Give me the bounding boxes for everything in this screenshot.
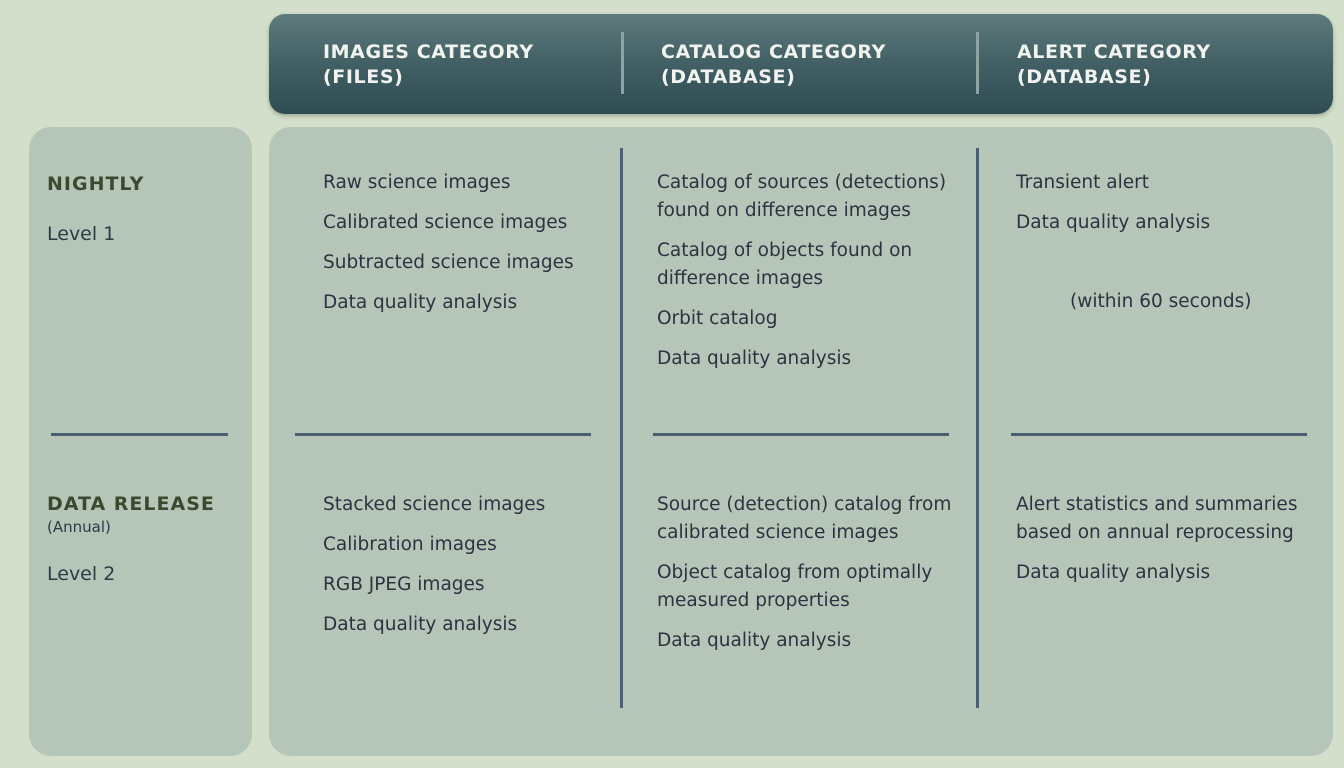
list-item: Data quality analysis (657, 630, 852, 651)
row-label-panel: NIGHTLY Level 1 DATA RELEASE (Annual) Le… (29, 127, 252, 756)
catalog-category-heading: CATALOG CATEGORY (DATABASE) (661, 41, 886, 88)
alert-category-heading: ALERT CATEGORY (DATABASE) (1017, 41, 1211, 88)
list-item: Subtracted science images (323, 252, 574, 273)
release-images-cell: Stacked science images Calibration image… (323, 491, 545, 651)
nightly-row-title: NIGHTLY (47, 173, 145, 195)
list-item: Object catalog from optimally (657, 562, 933, 583)
list-item: Data quality analysis (323, 614, 518, 635)
list-item: Calibrated science images (323, 212, 568, 233)
list-item: Transient alert (1016, 172, 1149, 193)
header-divider (976, 32, 979, 94)
category-header-bar: IMAGES CATEGORY (FILES) CATALOG CATEGORY… (269, 14, 1333, 114)
list-item: calibrated science images (657, 522, 899, 543)
nightly-catalog-cell: Catalog of sources (detections) found on… (657, 169, 946, 385)
list-item: Data quality analysis (657, 348, 852, 369)
list-item: Data quality analysis (1016, 562, 1211, 583)
release-alert-cell: Alert statistics and summaries based on … (1016, 491, 1297, 599)
list-item: Data quality analysis (1016, 212, 1211, 233)
nightly-level-label: Level 1 (47, 223, 116, 245)
list-item: difference images (657, 268, 824, 289)
list-item: Catalog of objects found on (657, 240, 913, 261)
data-release-level-label: Level 2 (47, 563, 116, 585)
list-item: Calibration images (323, 534, 497, 555)
list-item: Data quality analysis (323, 292, 518, 313)
row-divider (653, 433, 949, 436)
data-release-row-subtitle: (Annual) (47, 518, 111, 536)
images-category-heading: IMAGES CATEGORY (FILES) (323, 41, 534, 88)
list-item: found on difference images (657, 200, 911, 221)
row-divider (1011, 433, 1307, 436)
list-item: RGB JPEG images (323, 574, 485, 595)
list-item: Catalog of sources (detections) (657, 172, 947, 193)
alert-latency-note: (within 60 seconds) (1070, 291, 1252, 312)
list-item: Orbit catalog (657, 308, 778, 329)
column-divider (976, 148, 979, 708)
column-divider (620, 148, 623, 708)
row-divider (295, 433, 591, 436)
header-divider (621, 32, 624, 94)
list-item: Stacked science images (323, 494, 546, 515)
list-item: Raw science images (323, 172, 511, 193)
data-products-grid: Raw science images Calibrated science im… (269, 127, 1333, 756)
row-divider (51, 433, 228, 436)
nightly-alert-cell: Transient alert Data quality analysis (1016, 169, 1210, 249)
list-item: Alert statistics and summaries (1016, 494, 1298, 515)
list-item: measured properties (657, 590, 850, 611)
list-item: based on annual reprocessing (1016, 522, 1294, 543)
data-release-row-title: DATA RELEASE (47, 493, 215, 515)
release-catalog-cell: Source (detection) catalog from calibrat… (657, 491, 951, 667)
nightly-images-cell: Raw science images Calibrated science im… (323, 169, 574, 329)
list-item: Source (detection) catalog from (657, 494, 952, 515)
